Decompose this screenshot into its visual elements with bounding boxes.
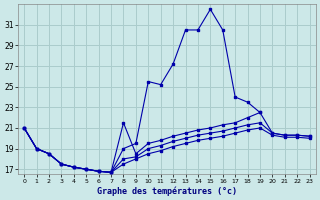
X-axis label: Graphe des températures (°c): Graphe des températures (°c) [97,186,237,196]
